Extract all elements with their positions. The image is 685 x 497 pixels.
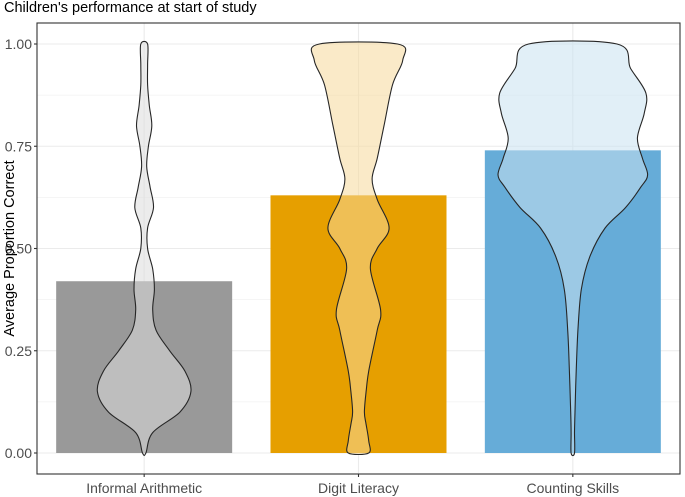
y-tick-label: 0.50 [5, 241, 32, 257]
y-tick-label: 0.00 [5, 445, 32, 461]
violins [96, 40, 649, 457]
violin-counting-skills [497, 40, 649, 457]
x-tick-label: Digit Literacy [318, 480, 399, 496]
y-tick-label: 0.75 [5, 138, 32, 154]
x-tick-label: Counting Skills [527, 480, 620, 496]
y-tick-label: 1.00 [5, 36, 32, 52]
violin-digit-literacy [310, 41, 407, 456]
y-axis-title: Average Proportion Correct [2, 160, 18, 336]
chart-title: Children's performance at start of study [4, 0, 257, 16]
violin-informal-arithmetic [96, 40, 192, 457]
x-tick-label: Informal Arithmetic [86, 480, 202, 496]
axis-ticks: 0.00 0.25 0.50 0.75 1.00 Informal Arithmetic D… [5, 36, 619, 496]
y-tick-label: 0.25 [5, 343, 32, 359]
